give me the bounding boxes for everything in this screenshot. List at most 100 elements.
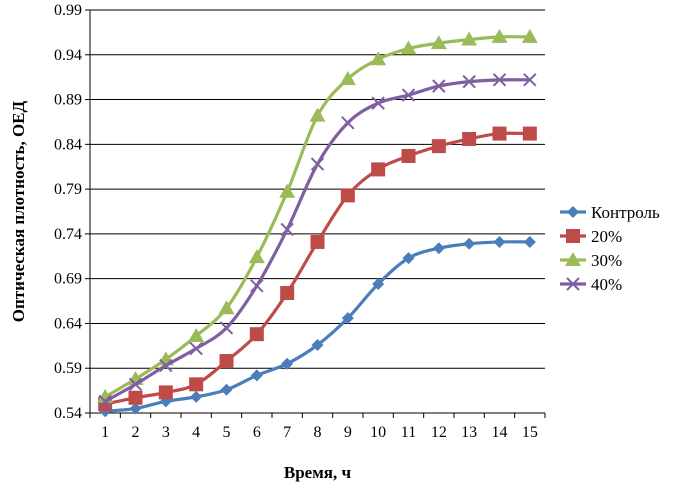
data-point: [491, 28, 508, 43]
y-tick-label: 0.54: [54, 405, 82, 422]
y-tick-label: 0.84: [54, 136, 82, 153]
data-point: [280, 285, 295, 300]
legend-marker: [566, 277, 580, 291]
x-axis-title: Время, ч: [284, 463, 352, 482]
x-tick-label: 13: [461, 424, 477, 441]
data-point: [218, 300, 235, 315]
data-point: [521, 28, 538, 43]
x-tick-label: 14: [492, 424, 508, 441]
legend-item-2: 30%: [560, 251, 622, 270]
data-point: [432, 242, 445, 255]
x-tick-label: 2: [132, 424, 140, 441]
data-point: [281, 357, 294, 370]
data-point: [309, 107, 326, 122]
data-point: [190, 390, 203, 403]
x-tick-label: 10: [370, 424, 386, 441]
x-tick-label: 3: [162, 424, 170, 441]
legend-marker: [567, 206, 579, 218]
data-point: [189, 377, 204, 392]
data-point: [128, 377, 143, 392]
data-point: [461, 31, 478, 46]
legend-label: 20%: [591, 227, 622, 246]
data-point: [250, 369, 263, 382]
y-tick-label: 0.89: [54, 92, 82, 109]
x-tick-label: 11: [401, 424, 416, 441]
legend-label: 30%: [591, 251, 622, 270]
x-tick-label: 12: [431, 424, 447, 441]
series-1: [98, 126, 537, 412]
legend-item-3: 40%: [560, 275, 622, 294]
data-point: [340, 188, 355, 203]
data-point: [128, 390, 143, 405]
legend-item-0: Контроль: [560, 203, 660, 222]
data-point: [370, 51, 387, 66]
data-point: [402, 252, 415, 265]
data-point: [310, 157, 325, 171]
data-point: [159, 358, 173, 373]
data-point: [432, 79, 446, 93]
data-point: [219, 321, 234, 335]
data-point: [523, 235, 536, 248]
axes: [85, 9, 546, 418]
data-point: [522, 126, 537, 141]
data-point: [248, 249, 265, 264]
y-tick-label: 0.74: [54, 226, 82, 243]
data-point: [400, 40, 417, 55]
series-0: [99, 235, 536, 418]
data-point: [401, 148, 416, 163]
legend-label: 40%: [591, 275, 622, 294]
legend-marker: [565, 252, 581, 266]
data-point: [523, 73, 537, 87]
x-tick-label: 8: [314, 424, 322, 441]
data-point: [339, 70, 356, 85]
x-tick-label: 6: [253, 424, 261, 441]
data-point: [462, 74, 476, 89]
y-tick-label: 0.99: [54, 2, 82, 19]
y-tick-label: 0.64: [54, 315, 82, 332]
data-point: [188, 327, 205, 342]
data-point: [220, 383, 233, 396]
grid-lines: [90, 9, 545, 414]
y-tick-label: 0.94: [54, 47, 82, 64]
data-point: [249, 327, 264, 342]
data-point: [341, 116, 355, 130]
x-tick-label: 1: [101, 424, 109, 441]
data-point: [341, 312, 354, 325]
data-point: [129, 402, 142, 415]
data-point: [311, 338, 324, 351]
data-point: [492, 126, 507, 141]
legend: Контроль 20% 30% 40%: [560, 203, 660, 294]
data-point: [250, 279, 264, 293]
y-tick-label: 0.59: [54, 360, 82, 377]
data-point: [371, 96, 385, 110]
y-axis-title: Оптическая плотность, ОЕД: [9, 100, 28, 322]
data-point: [492, 73, 507, 87]
data-point: [493, 235, 506, 248]
tick-labels: 0.54 0.59 0.64 0.69 0.74 0.79 0.84 0.89 0.94 0.99…: [54, 2, 538, 441]
legend-item-1: 20%: [560, 227, 622, 246]
data-point: [430, 35, 447, 50]
data-point: [189, 341, 203, 356]
x-tick-label: 4: [192, 424, 200, 441]
data-point: [219, 354, 234, 369]
plot-series: [97, 28, 538, 418]
x-tick-label: 9: [344, 424, 352, 441]
legend-marker: [566, 229, 580, 243]
data-point: [158, 385, 173, 400]
y-tick-label: 0.69: [54, 271, 82, 288]
y-tick-label: 0.79: [54, 181, 82, 198]
data-point: [372, 278, 385, 291]
data-point: [371, 162, 386, 177]
series-3: [98, 73, 537, 409]
data-point: [462, 131, 477, 146]
x-tick-label: 15: [522, 424, 538, 441]
data-point: [463, 237, 476, 250]
x-tick-label: 7: [283, 424, 291, 441]
data-point: [401, 88, 416, 102]
data-point: [310, 234, 325, 249]
data-point: [98, 394, 112, 409]
data-point: [279, 183, 296, 198]
legend-label: Контроль: [591, 203, 660, 222]
data-point: [431, 139, 446, 154]
